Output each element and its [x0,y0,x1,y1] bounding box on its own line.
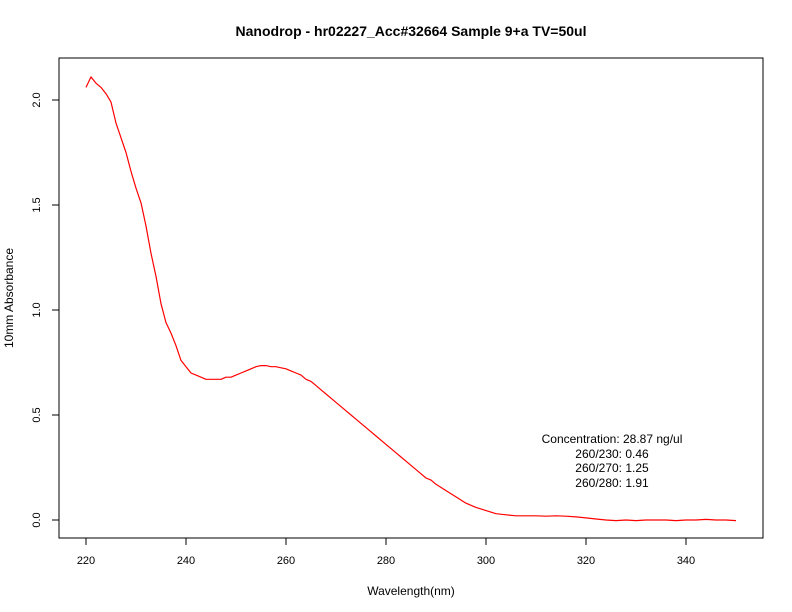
y-tick-label: 0.5 [31,407,43,422]
x-tick-label: 240 [177,555,195,567]
x-axis: 220 240 260 280 300 320 340 [77,537,695,567]
annotation-ratio-260-280: 260/280: 1.91 [575,476,649,490]
annotation-block: Concentration: 28.87 ng/ul 260/230: 0.46… [542,432,683,490]
series-layer [85,76,737,522]
y-axis: 0.0 0.5 1.0 1.5 2.0 [31,92,60,528]
y-tick-label: 1.0 [31,302,43,317]
x-tick-label: 280 [377,555,395,567]
x-axis-label: Wavelength(nm) [367,584,455,598]
y-tick-label: 0.0 [31,512,43,527]
chart-title: Nanodrop - hr02227_Acc#32664 Sample 9+a … [236,23,587,39]
absorbance-series-line [85,76,737,522]
annotation-concentration: Concentration: 28.87 ng/ul [542,432,683,446]
annotation-ratio-260-270: 260/270: 1.25 [575,461,649,475]
y-tick-label: 1.5 [31,197,43,212]
y-tick-label: 2.0 [31,92,43,107]
x-tick-label: 220 [77,555,95,567]
annotation-ratio-260-230: 260/230: 0.46 [575,447,649,461]
y-axis-label: 10mm Absorbance [2,248,16,348]
x-tick-label: 300 [477,555,495,567]
x-tick-label: 340 [677,555,695,567]
x-tick-label: 320 [577,555,595,567]
x-tick-label: 260 [277,555,295,567]
